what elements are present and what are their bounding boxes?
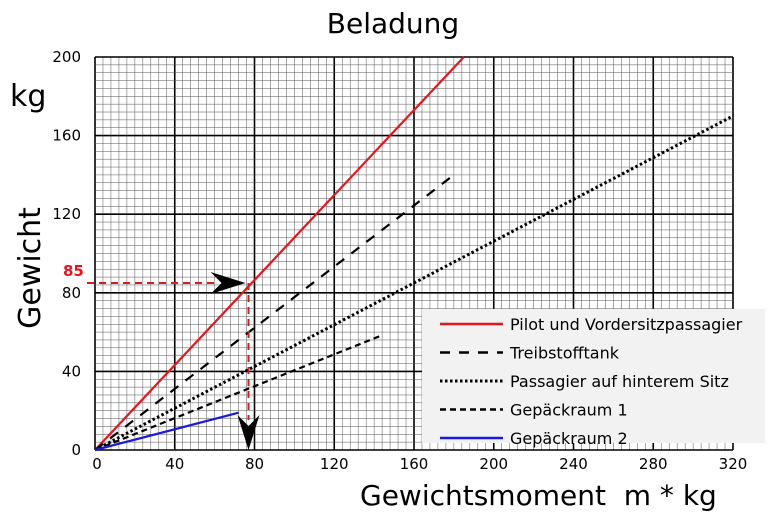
- x-tick-label: 40: [165, 455, 184, 473]
- legend-box: [422, 309, 765, 443]
- series-line-4: [94, 411, 239, 452]
- arrow-right-icon: [210, 271, 246, 294]
- x-tick-label: 160: [400, 455, 429, 473]
- x-tick-label: 0: [92, 455, 102, 473]
- y-unit: kg: [10, 79, 46, 114]
- series-lines: [94, 56, 734, 452]
- arrow-down-icon: [237, 415, 260, 450]
- annotation-label: 85: [63, 262, 84, 280]
- x-tick-label: 240: [559, 455, 588, 473]
- series-line-3: [94, 335, 381, 452]
- legend: Pilot und Vordersitzpassagier Treibstofft…: [422, 309, 765, 448]
- x-tick-label: 200: [479, 455, 508, 473]
- x-tick-label: 120: [320, 455, 349, 473]
- legend-label: Passagier auf hinterem Sitz: [510, 372, 729, 391]
- grid: [94, 56, 734, 451]
- y-tick-label: 160: [52, 127, 81, 145]
- series-line-2: [94, 114, 734, 452]
- legend-label: Gepäckraum 1: [510, 401, 628, 420]
- y-tick-label: 120: [52, 205, 81, 223]
- legend-label: Gepäckraum 2: [510, 429, 628, 448]
- annotation: 85: [63, 262, 260, 450]
- y-axis-label: Gewicht: [13, 207, 48, 329]
- chart-title: Beladung: [327, 7, 459, 40]
- tick-labels: 0 40 80 120 160 200 240 280 320 0 40 80 120 160 200: [52, 48, 747, 473]
- x-axis-label: Gewichtsmoment m * kg: [360, 479, 717, 512]
- series-line-0: [94, 56, 465, 451]
- legend-label: Treibstofftank: [509, 344, 620, 363]
- y-tick-label: 200: [52, 48, 81, 66]
- y-tick-label: 40: [62, 362, 81, 380]
- legend-label: Pilot und Vordersitzpassagier: [510, 315, 743, 334]
- series-line-1: [94, 174, 455, 451]
- x-tick-label: 80: [245, 455, 264, 473]
- y-tick-label: 80: [62, 284, 81, 302]
- x-tick-label: 280: [639, 455, 668, 473]
- y-tick-label: 0: [71, 441, 81, 459]
- x-tick-label: 320: [719, 455, 748, 473]
